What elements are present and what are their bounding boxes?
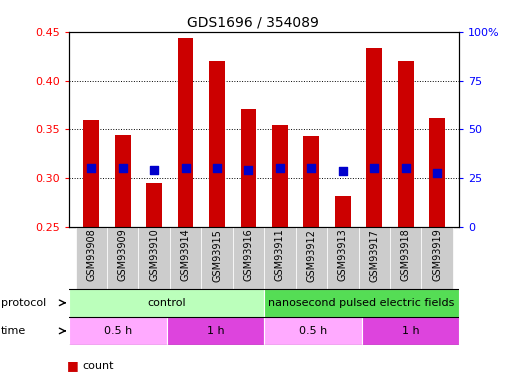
Bar xyxy=(327,227,359,289)
Text: GSM93919: GSM93919 xyxy=(432,229,442,282)
Point xyxy=(307,165,315,171)
Bar xyxy=(272,126,288,227)
Bar xyxy=(167,317,264,345)
Bar xyxy=(362,317,459,345)
Bar xyxy=(359,227,390,289)
Text: nanosecond pulsed electric fields: nanosecond pulsed electric fields xyxy=(268,298,455,308)
Point xyxy=(119,165,127,171)
Text: GSM93911: GSM93911 xyxy=(275,229,285,282)
Bar xyxy=(146,183,162,227)
Text: GSM93910: GSM93910 xyxy=(149,229,159,282)
Text: 0.5 h: 0.5 h xyxy=(299,326,327,336)
Text: GSM93912: GSM93912 xyxy=(306,229,317,282)
Text: ■: ■ xyxy=(67,359,78,372)
Bar xyxy=(69,317,167,345)
Bar xyxy=(139,227,170,289)
Text: GSM93913: GSM93913 xyxy=(338,229,348,282)
Bar xyxy=(398,61,413,227)
Text: count: count xyxy=(82,361,113,370)
Text: GSM93908: GSM93908 xyxy=(86,229,96,282)
Text: GSM93915: GSM93915 xyxy=(212,229,222,282)
Point xyxy=(182,165,190,171)
Text: protocol: protocol xyxy=(1,298,46,308)
Text: time: time xyxy=(1,326,26,336)
Point xyxy=(402,165,410,171)
Text: control: control xyxy=(147,298,186,308)
Bar xyxy=(366,48,382,227)
Bar xyxy=(241,109,256,227)
Bar xyxy=(177,38,193,227)
Text: GSM93914: GSM93914 xyxy=(181,229,191,282)
Bar xyxy=(429,118,445,227)
Bar xyxy=(209,61,225,227)
Point xyxy=(276,165,284,171)
Text: GDS1696 / 354089: GDS1696 / 354089 xyxy=(187,16,319,30)
Text: 0.5 h: 0.5 h xyxy=(104,326,132,336)
Bar xyxy=(69,289,264,317)
Bar xyxy=(264,317,362,345)
Bar xyxy=(264,227,295,289)
Text: GSM93916: GSM93916 xyxy=(244,229,253,282)
Point xyxy=(433,170,441,176)
Text: 1 h: 1 h xyxy=(402,326,419,336)
Point xyxy=(339,168,347,174)
Point xyxy=(150,167,158,173)
Bar xyxy=(233,227,264,289)
Text: GSM93918: GSM93918 xyxy=(401,229,411,282)
Bar xyxy=(75,227,107,289)
Point xyxy=(244,167,252,173)
Bar xyxy=(84,120,99,227)
Bar xyxy=(390,227,421,289)
Bar xyxy=(115,135,131,227)
Bar xyxy=(335,196,351,227)
Text: GSM93909: GSM93909 xyxy=(117,229,128,282)
Text: GSM93917: GSM93917 xyxy=(369,229,379,282)
Point xyxy=(370,165,379,171)
Bar xyxy=(107,227,139,289)
Bar xyxy=(170,227,201,289)
Point xyxy=(87,165,95,171)
Bar xyxy=(295,227,327,289)
Bar xyxy=(421,227,453,289)
Bar xyxy=(264,289,459,317)
Point xyxy=(213,165,221,171)
Bar xyxy=(304,136,319,227)
Text: 1 h: 1 h xyxy=(207,326,224,336)
Bar xyxy=(201,227,233,289)
